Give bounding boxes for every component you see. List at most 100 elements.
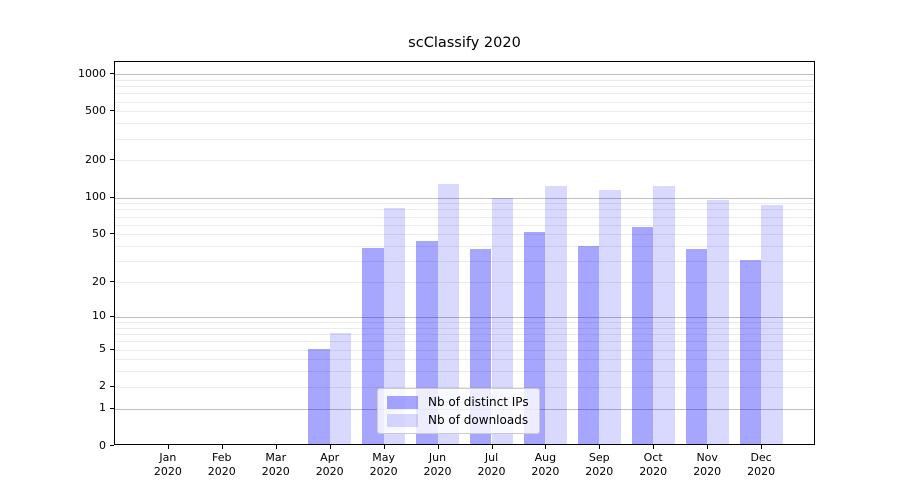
x-tick-label-mar: Mar 2020 [248,451,304,479]
x-tick-label-jun: Jun 2020 [410,451,466,479]
x-tick-label-dec: Dec 2020 [733,451,789,479]
gridline-minor-50 [115,234,814,236]
bar-downloads-apr [329,333,352,444]
y-tick-label-10: 10 [92,309,106,323]
x-tick-month-jan: Jan [159,451,177,464]
y-tick-mark-5 [110,348,114,350]
y-tick-label-1000: 1000 [78,66,106,80]
gridline-minor-500 [115,111,814,113]
y-tick-mark-10 [110,315,114,317]
x-tick-month-aug: Aug [534,451,557,464]
y-tick-mark-2 [110,385,114,387]
x-tick-year-aug: 2020 [531,465,560,478]
bar-downloads-nov [707,199,729,444]
gridline-minor-70 [115,216,814,218]
bar-downloads-aug [545,185,567,444]
gridline-minor-80 [115,209,814,211]
legend-swatch-downloads [387,413,418,427]
bar-downloads-may [383,207,406,444]
x-tick-month-nov: Nov [696,451,718,464]
gridline-minor-900 [115,79,814,81]
x-tick-year-oct: 2020 [639,465,668,478]
y-tick-label-2: 2 [99,379,106,393]
bar-ips-oct [631,227,654,444]
x-tick-year-jul: 2020 [477,465,506,478]
y-tick-mark-100 [110,196,114,198]
x-tick-month-jun: Jun [428,451,447,464]
y-tick-mark-1 [110,407,114,409]
gridline-minor-40 [115,246,814,247]
x-tick-mark-apr [329,445,331,449]
gridline-major-100 [115,197,814,199]
y-tick-label-500: 500 [85,103,106,117]
x-tick-year-nov: 2020 [693,465,722,478]
x-tick-label-feb: Feb 2020 [194,451,250,479]
x-tick-label-sep: Sep 2020 [571,451,627,479]
x-tick-mark-aug [545,445,547,449]
gridline-minor-30 [115,261,814,263]
x-tick-month-oct: Oct [643,451,663,464]
bar-downloads-oct [653,186,675,444]
bar-ips-nov [685,249,708,444]
x-tick-label-oct: Oct 2020 [625,451,681,479]
x-tick-year-may: 2020 [369,465,398,478]
x-tick-mark-jan [167,445,169,449]
y-tick-mark-50 [110,233,114,235]
legend-row-downloads: Nb of downloads [387,413,529,427]
x-tick-mark-jun [437,445,439,449]
x-tick-month-jul: Jul [484,451,499,464]
x-tick-label-jul: Jul 2020 [464,451,520,479]
x-tick-label-may: May 2020 [356,451,412,479]
x-tick-mark-jul [491,445,493,449]
x-tick-mark-nov [707,445,709,449]
y-tick-label-1: 1 [99,401,106,415]
y-tick-mark-0 [110,445,114,446]
gridline-minor-700 [115,93,814,95]
gridline-minor-8 [115,327,814,329]
x-tick-label-nov: Nov 2020 [679,451,735,479]
gridline-major-1000 [115,74,814,75]
x-tick-year-sep: 2020 [585,465,614,478]
y-tick-label-50: 50 [92,226,106,240]
x-tick-year-apr: 2020 [315,465,344,478]
x-tick-mark-feb [221,445,223,449]
gridline-minor-600 [115,101,814,103]
bar-downloads-jul [491,198,514,444]
bar-ips-dec [739,260,762,444]
x-tick-month-apr: Apr [320,451,340,464]
x-tick-year-feb: 2020 [207,465,236,478]
x-tick-mark-oct [653,445,655,449]
y-tick-mark-20 [110,281,114,283]
x-tick-mark-mar [275,445,277,449]
y-tick-label-5: 5 [99,342,106,355]
plot-area: Nb of distinct IPs Nb of downloads [114,61,815,445]
legend-label-ips: Nb of distinct IPs [428,395,529,409]
x-tick-year-jan: 2020 [153,465,182,478]
y-tick-label-0: 0 [99,438,106,452]
x-tick-year-jun: 2020 [423,465,452,478]
y-tick-mark-500 [110,110,114,112]
x-tick-year-dec: 2020 [747,465,776,478]
gridline-minor-5 [115,349,814,351]
x-tick-label-jan: Jan 2020 [140,451,196,479]
x-tick-year-mar: 2020 [261,465,290,478]
x-tick-month-feb: Feb [212,451,232,464]
y-tick-mark-1000 [110,73,114,74]
x-tick-label-apr: Apr 2020 [302,451,358,479]
gridline-minor-300 [115,138,814,140]
bar-downloads-jun [437,183,460,444]
gridline-minor-7 [115,334,814,335]
gridline-minor-3 [115,371,814,373]
y-tick-mark-200 [110,159,114,161]
legend-row-ips: Nb of distinct IPs [387,395,529,409]
gridline-minor-2 [115,386,814,388]
gridline-minor-9 [115,322,814,323]
chart-title: scClassify 2020 [408,35,521,51]
bar-ips-sep [577,246,600,444]
gridline-minor-90 [115,203,814,205]
gridline-minor-200 [115,160,814,162]
gridline-minor-4 [115,359,814,361]
gridline-minor-400 [115,123,814,125]
bar-downloads-sep [599,190,621,444]
y-tick-label-200: 200 [85,152,106,166]
